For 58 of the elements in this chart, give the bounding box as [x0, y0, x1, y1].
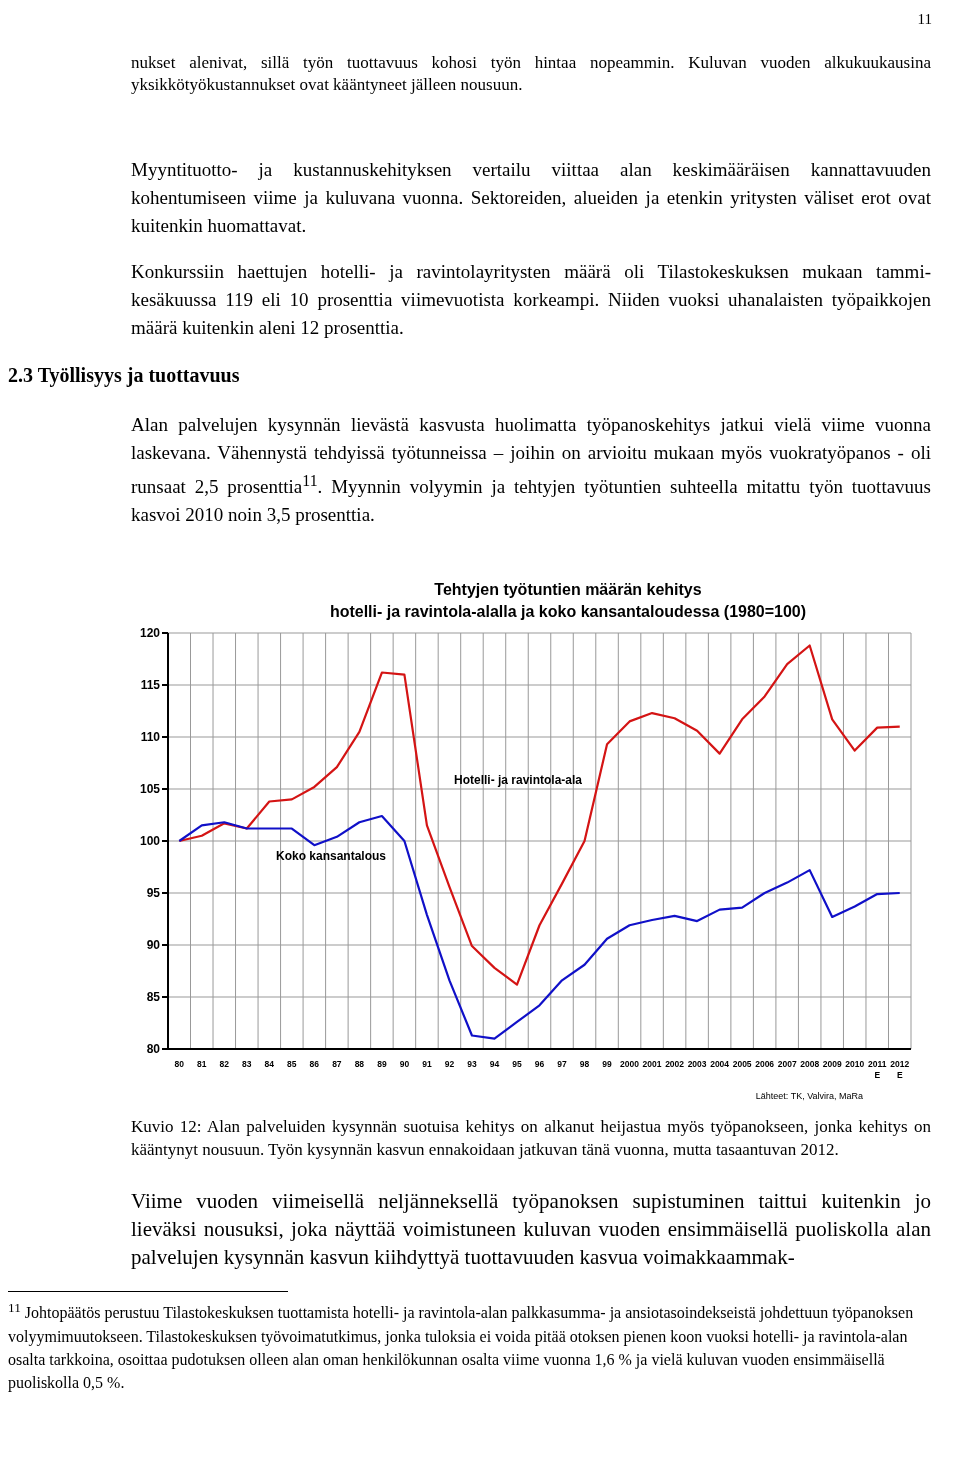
x-tick-label: 99 [602, 1059, 613, 1070]
y-tick-label: 85 [146, 990, 161, 1005]
text: 11 [302, 472, 318, 489]
chart-subtitle: hotelli- ja ravintola-alalla ja koko kansantaloudessa (1980=100) [328, 602, 808, 623]
text: Konkurssiin haettujen hotelli- ja ravintolayritysten määrä oli Tilastokeskuksen mukaan tammi-kesäkuussa 119 eli 10 prosenttia viimevuotista korkeampi. Niiden vuoksi uhanalaisten työpaikkojen määrä kuitenkin aleni 12 prosenttia. [131, 260, 931, 340]
x-tick-label: 86 [309, 1059, 320, 1070]
text: Myyntituotto- ja kustannuskehityksen vertailu viittaa alan keskimääräisen kannattavuuden kohentumiseen viime ja kuluvana vuonna. Sektoreiden, alueiden ja etenkin yritysten väliset erot ovat kuitenkin huomattavat. [131, 158, 931, 238]
text: nukset alenivat, sillä työn tuottavuus kohosi työn hintaa nopeammin. Kuluvan vuoden alkukuukausina yksikkötyökustannukset ovat kääntyneet jälleen nousuun. [131, 52, 931, 96]
text: 11 [917, 11, 932, 27]
x-tick-label: 2012 E [890, 1059, 910, 1081]
x-tick-label: 85 [287, 1059, 297, 1070]
x-tick-label: 83 [242, 1059, 252, 1070]
x-tick-label: 2000 [620, 1059, 640, 1070]
x-tick-label: 91 [422, 1059, 432, 1070]
y-tick-label: 80 [146, 1042, 161, 1057]
text: 2.3 Työllisyys ja tuottavuus [8, 364, 241, 387]
y-tick-label: 105 [139, 782, 161, 797]
x-tick-label: 93 [467, 1059, 477, 1070]
line-series [178, 815, 901, 1041]
text: Lähteet: TK, Valvira, MaRa [754, 1091, 863, 1102]
y-tick-label: 95 [146, 886, 161, 901]
x-tick-label: 95 [512, 1059, 522, 1070]
x-tick-label: 97 [557, 1059, 568, 1070]
x-tick-label: 2002 [665, 1059, 685, 1070]
x-tick-label: 92 [444, 1059, 455, 1070]
chart-title: Tehtyjen työtuntien määrän kehitys [433, 580, 703, 601]
text: Viime vuoden viimeisellä neljänneksellä työpanoksen supistuminen taittui kuitenkin jo lieväksi nousuksi, joka näyttää voimistuneen kuluvan vuoden ensimmäisellä puoliskolla alan palvelujen kysynnän kasvun kiihdyttyä tuottavuuden kasvua voimakkaammak- [131, 1188, 931, 1272]
text: Kuvio 12: Alan palveluiden kysynnän suotuisa kehitys on alkanut heijastua myös työpanokseen, jonka kehitys on kääntynyt nousuun. Työn kysynnän kasvun ennakoidaan jatkuvan tänä vuonna, mutta tasaantuvan 2012. [131, 1116, 931, 1162]
x-tick-label: 2009 [822, 1059, 842, 1070]
x-tick-label: 2003 [687, 1059, 707, 1070]
y-tick-label: 120 [139, 626, 161, 641]
x-tick-label: 98 [579, 1059, 590, 1070]
x-tick-label: 80 [174, 1059, 185, 1070]
line-series [178, 644, 901, 986]
text: $^{11}$ Johtopäätös perustuu Tilastokeskuksen tuottamista hotelli- ja ravintola-alan palkkasumma- ja ansiotasoindekseistä johdettuun työpanoksen volyymimuutokseen. Tilastokeskuksen työvoimatutkimus, jonka tuloksia ei voida pitää otoksen pienen koon vuoksi hotelli- ja ravintola-alan osalta tarkkoina, osoittaa pudotuksen olleen alan oman henkilökunnan osalta viime vuonna 1,6 % ja vielä kuluvan vuoden ensimmäisellä puoliskolla 0,5 %. [8, 1299, 915, 1394]
x-tick-label: 87 [332, 1059, 342, 1070]
x-tick-label: 81 [197, 1059, 207, 1070]
x-tick-label: 82 [219, 1059, 230, 1070]
x-tick-label: 2006 [755, 1059, 775, 1070]
x-tick-label: 2001 [642, 1059, 662, 1070]
y-tick-label: 110 [140, 730, 161, 745]
x-tick-label: 90 [399, 1059, 410, 1070]
y-tick-label: 115 [140, 678, 161, 693]
series-label: Hotelli- ja ravintola-ala [454, 773, 583, 788]
x-tick-label: 88 [354, 1059, 365, 1070]
series-label: Koko kansantalous [276, 849, 387, 864]
x-tick-label: 2007 [777, 1059, 797, 1070]
x-tick-label: 96 [534, 1059, 545, 1070]
y-tick-label: 100 [139, 834, 161, 849]
x-tick-label: 2004 [710, 1059, 730, 1070]
x-tick-label: 2011 E [868, 1059, 887, 1081]
x-tick-label: 94 [489, 1059, 500, 1070]
x-tick-label: 2005 [732, 1059, 752, 1070]
x-tick-label: 84 [264, 1059, 275, 1070]
y-tick-label: 90 [146, 938, 161, 953]
x-tick-label: 2010 [845, 1059, 865, 1070]
x-tick-label: 89 [377, 1059, 387, 1070]
x-tick-label: 2008 [800, 1059, 820, 1070]
